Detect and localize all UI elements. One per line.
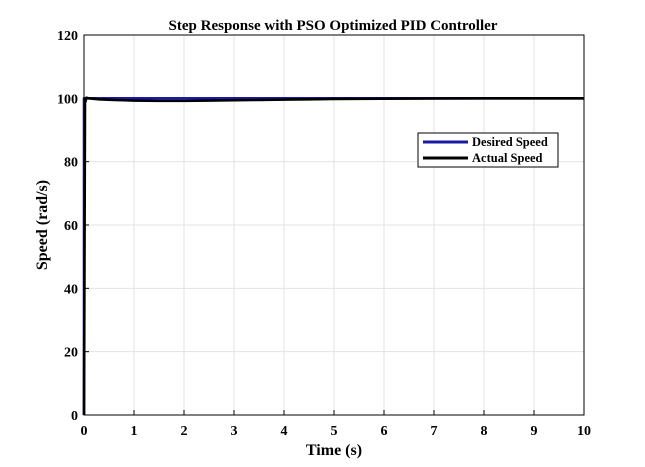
x-tick-label: 5 [331, 424, 338, 439]
y-tick-label: 60 [64, 219, 78, 234]
y-axis-title: Speed (rad/s) [34, 180, 51, 270]
plot-frame [83, 34, 585, 416]
y-tick-label: 100 [57, 92, 78, 107]
legend-box [417, 132, 559, 168]
y-tick-label: 40 [64, 282, 78, 297]
legend-label-actual-speed: Actual Speed [472, 151, 543, 165]
x-tick-label: 7 [431, 424, 438, 439]
x-tick-label: 6 [381, 424, 388, 439]
series-line-actual-speed [82, 96, 584, 416]
x-axis-title: Time (s) [306, 442, 362, 459]
x-tick-label: 0 [81, 424, 88, 439]
x-tick-label: 1 [131, 424, 138, 439]
chart-title: Step Response with PSO Optimized PID Con… [169, 18, 498, 34]
y-tick-label: 20 [64, 346, 78, 361]
x-tick-label: 2 [181, 424, 188, 439]
x-tick-label: 10 [577, 424, 591, 439]
x-tick-label: 3 [231, 424, 238, 439]
x-tick-label: 9 [531, 424, 538, 439]
y-tick-label: 120 [57, 29, 78, 44]
x-tick-label: 4 [281, 424, 288, 439]
y-tick-label: 80 [64, 156, 78, 171]
y-tick-label: 0 [71, 409, 78, 424]
legend-label-desired-speed: Desired Speed [472, 135, 548, 149]
x-tick-label: 8 [481, 424, 488, 439]
legend: Desired Speed Actual Speed [417, 132, 559, 168]
